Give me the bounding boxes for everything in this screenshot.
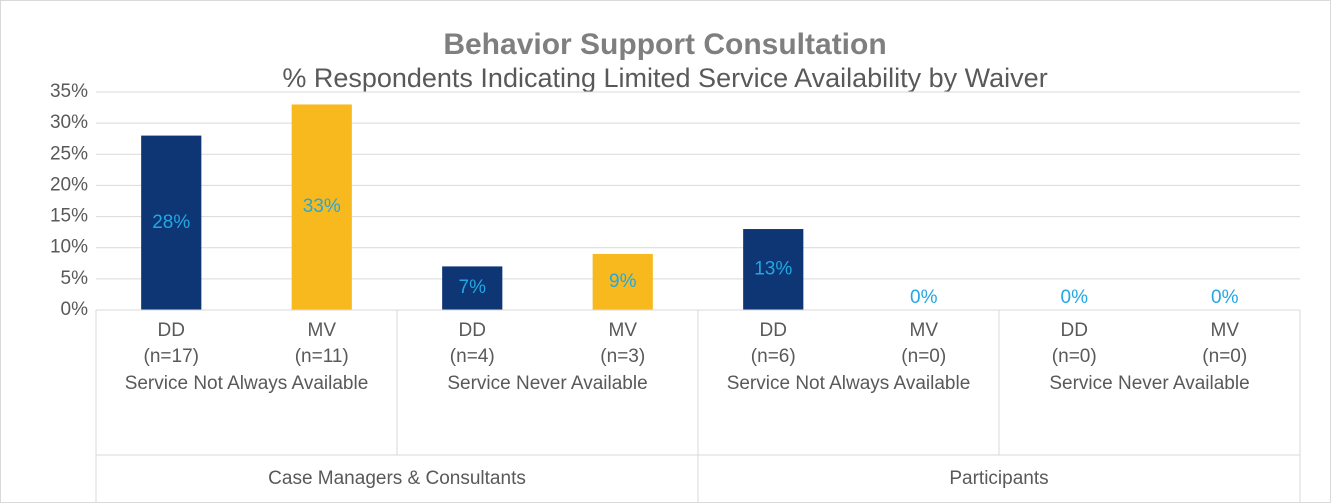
data-label: 0% (910, 287, 938, 308)
x-tick-label: DD (157, 320, 185, 341)
x-tick-sublabel: (n=17) (143, 346, 199, 367)
supergroup-label: Participants (949, 468, 1049, 489)
data-label: 9% (609, 271, 637, 292)
bar (743, 229, 804, 310)
group-label: Service Not Always Available (124, 373, 369, 394)
x-tick-label: MV (307, 320, 337, 341)
bar (141, 135, 202, 310)
bar (592, 253, 653, 310)
group-label: Service Not Always Available (726, 373, 971, 394)
x-tick-sublabel: (n=4) (449, 346, 495, 367)
x-tick-sublabel: (n=0) (1051, 346, 1097, 367)
x-tick-sublabel: (n=0) (901, 346, 947, 367)
x-tick-sublabel: (n=11) (294, 346, 349, 367)
data-label: 33% (303, 196, 341, 217)
group-label: Service Never Available (1049, 373, 1250, 394)
chart-title: Behavior Support Consultation (443, 28, 886, 61)
x-tick-sublabel: (n=3) (600, 346, 646, 367)
y-tick-label: 25% (50, 143, 88, 164)
x-tick-sublabel: (n=6) (750, 346, 796, 367)
bar (442, 266, 503, 310)
x-tick-sublabel: (n=0) (1202, 346, 1248, 367)
data-label: 0% (1211, 287, 1239, 308)
data-label: 13% (754, 259, 792, 280)
x-tick-label: MV (909, 320, 939, 341)
y-tick-label: 30% (50, 112, 88, 133)
x-tick-label: MV (608, 320, 638, 341)
y-tick-label: 10% (50, 237, 88, 258)
x-tick-label: DD (1060, 320, 1088, 341)
y-tick-label: 15% (50, 206, 88, 227)
y-tick-label: 0% (61, 299, 89, 320)
data-label: 0% (1061, 287, 1089, 308)
x-tick-label: DD (759, 320, 787, 341)
data-label: 7% (459, 277, 487, 298)
data-label: 28% (152, 212, 190, 233)
x-tick-label: MV (1210, 320, 1240, 341)
bar (291, 104, 352, 310)
chart-subtitle: % Respondents Indicating Limited Service… (282, 63, 1047, 93)
y-tick-label: 5% (61, 268, 89, 289)
y-tick-label: 35% (50, 81, 88, 102)
group-label: Service Never Available (447, 373, 648, 394)
x-tick-label: DD (458, 320, 486, 341)
y-tick-label: 20% (50, 174, 88, 195)
supergroup-label: Case Managers & Consultants (268, 468, 526, 489)
